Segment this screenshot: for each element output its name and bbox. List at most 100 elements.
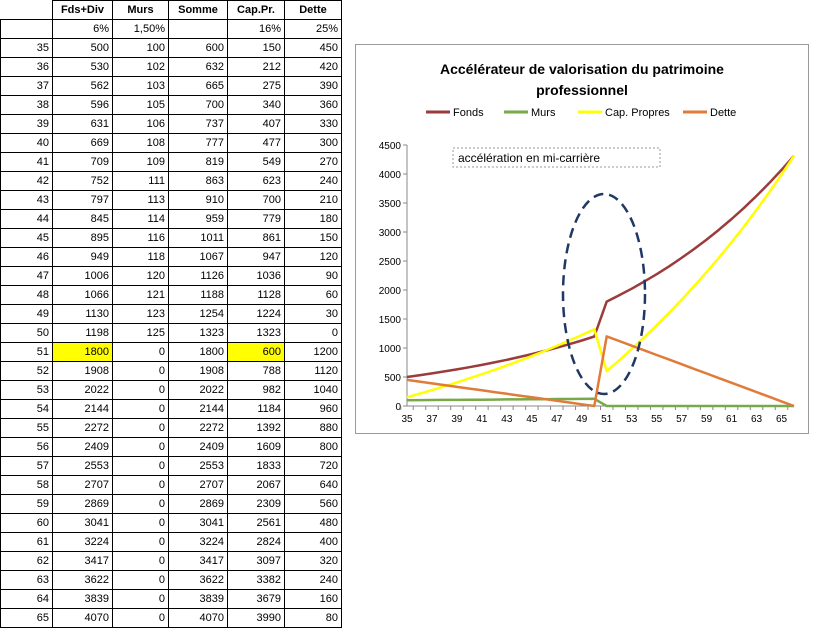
table-cell: 360 — [284, 95, 342, 115]
table-cell: Murs — [112, 0, 169, 20]
legend-label: Dette — [710, 107, 736, 119]
y-tick-label: 2000 — [379, 286, 402, 297]
chart: Accélérateur de valorisation du patrimoi… — [379, 61, 796, 425]
table-cell: 2869 — [52, 494, 113, 514]
table-cell: 62 — [0, 551, 53, 571]
table-cell: 477 — [227, 133, 285, 153]
table-cell: 30 — [284, 304, 342, 324]
table-cell: 2561 — [227, 513, 285, 533]
y-tick-label: 0 — [395, 402, 401, 413]
table-cell: 25% — [284, 19, 342, 39]
table-cell: 0 — [112, 494, 169, 514]
table-row: 37 562 103 665 275 390 — [0, 76, 342, 96]
table-cell: 240 — [284, 171, 342, 191]
table-cell: 1800 — [52, 342, 113, 362]
table-cell: 3417 — [52, 551, 113, 571]
table-cell: 320 — [284, 551, 342, 571]
table-cell: 35 — [0, 38, 53, 58]
legend-label: Cap. Propres — [605, 107, 670, 119]
series-line — [406, 155, 796, 399]
table-cell: 3417 — [168, 551, 228, 571]
table-cell: 125 — [112, 323, 169, 343]
table-row: 57 2553 0 2553 1833 720 — [0, 456, 342, 476]
table-cell: 57 — [0, 456, 53, 476]
table-cell — [0, 19, 53, 39]
table-cell: 160 — [284, 589, 342, 609]
table-cell: 52 — [0, 361, 53, 381]
table-row: 45 895 116 1011 861 150 — [0, 228, 342, 248]
table-cell: 51 — [0, 342, 53, 362]
table-cell: 2409 — [168, 437, 228, 457]
y-tick-label: 1500 — [379, 315, 402, 326]
table-cell: 788 — [227, 361, 285, 381]
table-cell: 0 — [112, 589, 169, 609]
legend-label: Fonds — [453, 107, 484, 119]
table-cell: 64 — [0, 589, 53, 609]
x-tick-label: 57 — [676, 414, 688, 425]
table-cell: 709 — [52, 152, 113, 172]
table-cell: 960 — [284, 399, 342, 419]
table-cell: 0 — [112, 513, 169, 533]
table-row: 40 669 108 777 477 300 — [0, 133, 342, 153]
table-cell: 1833 — [227, 456, 285, 476]
table-cell: 55 — [0, 418, 53, 438]
x-tick-label: 51 — [601, 414, 613, 425]
table-row: 42 752 111 863 623 240 — [0, 171, 342, 191]
x-tick-label: 49 — [576, 414, 588, 425]
table-cell: 38 — [0, 95, 53, 115]
table-cell: 42 — [0, 171, 53, 191]
table-row: 41 709 109 819 549 270 — [0, 152, 342, 172]
table-cell: 60 — [0, 513, 53, 533]
chart-title-line1: Accélérateur de valorisation du patrimoi… — [440, 61, 724, 77]
x-tick-label: 37 — [426, 414, 438, 425]
table-cell: 0 — [112, 342, 169, 362]
table-cell: 3041 — [52, 513, 113, 533]
table-cell: 0 — [112, 456, 169, 476]
table-cell: 1200 — [284, 342, 342, 362]
table-cell: 1609 — [227, 437, 285, 457]
table-cell: 500 — [52, 38, 113, 58]
table-row: 65 4070 0 4070 3990 80 — [0, 608, 342, 628]
table-cell: 3224 — [168, 532, 228, 552]
annotation-text: accélération en mi-carrière — [458, 151, 600, 165]
table-cell: 2409 — [52, 437, 113, 457]
table-cell: 0 — [284, 323, 342, 343]
table-cell: 210 — [284, 190, 342, 210]
table-cell: 36 — [0, 57, 53, 77]
table-cell: 3990 — [227, 608, 285, 628]
table-cell: 53 — [0, 380, 53, 400]
table-cell: 949 — [52, 247, 113, 267]
table-cell: 1120 — [284, 361, 342, 381]
table-row: 64 3839 0 3839 3679 160 — [0, 589, 342, 609]
table-cell: 113 — [112, 190, 169, 210]
table-cell: 0 — [112, 570, 169, 590]
table-cell: 400 — [284, 532, 342, 552]
table-cell: 779 — [227, 209, 285, 229]
table-cell: 600 — [168, 38, 228, 58]
x-tick-label: 59 — [701, 414, 713, 425]
table-cell: 1036 — [227, 266, 285, 286]
table-cell: 737 — [168, 114, 228, 134]
y-tick-label: 3500 — [379, 199, 402, 210]
table-cell: 123 — [112, 304, 169, 324]
table-row: 38 596 105 700 340 360 — [0, 95, 342, 115]
table-cell: 46 — [0, 247, 53, 267]
table-cell: Dette — [284, 0, 342, 20]
table-cell: 819 — [168, 152, 228, 172]
table-cell: 2824 — [227, 532, 285, 552]
table-cell: 700 — [227, 190, 285, 210]
table-cell: 631 — [52, 114, 113, 134]
y-tick-label: 3000 — [379, 228, 402, 239]
table-row: 55 2272 0 2272 1392 880 — [0, 418, 342, 438]
x-tick-label: 65 — [776, 414, 788, 425]
table-cell: 108 — [112, 133, 169, 153]
table-cell: 16% — [227, 19, 285, 39]
table-cell: 2553 — [168, 456, 228, 476]
table-row: 56 2409 0 2409 1609 800 — [0, 437, 342, 457]
table-row: 62 3417 0 3417 3097 320 — [0, 551, 342, 571]
table-cell: 1011 — [168, 228, 228, 248]
table-cell: 2067 — [227, 475, 285, 495]
series-line — [406, 335, 795, 408]
table-cell: 56 — [0, 437, 53, 457]
table-cell: 0 — [112, 437, 169, 457]
